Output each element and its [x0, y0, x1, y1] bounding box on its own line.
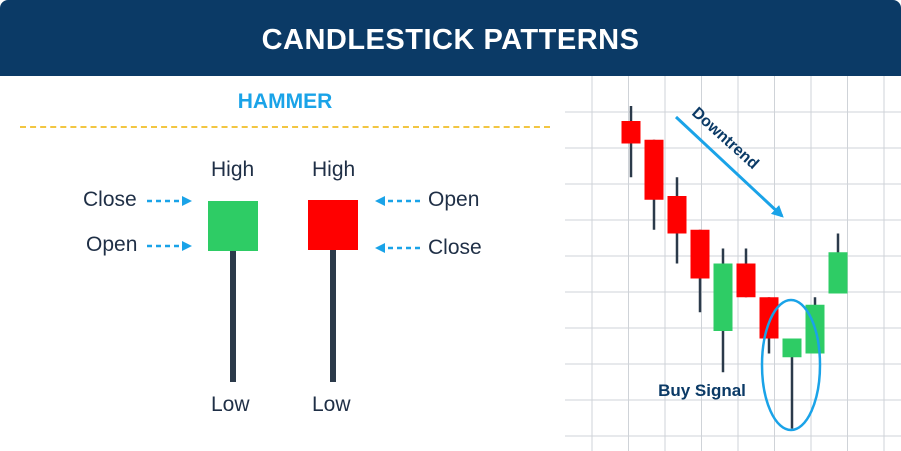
- bearish-low-label: Low: [312, 393, 351, 416]
- bullish-open-label: Open: [86, 233, 138, 256]
- buy-signal-label: Buy Signal: [658, 381, 746, 400]
- bullish-high-label: High: [211, 158, 255, 181]
- page-title: CANDLESTICK PATTERNS: [261, 24, 640, 56]
- bearish-high-label: High: [312, 158, 356, 181]
- header-banner: [0, 0, 901, 76]
- dashed-divider: [20, 126, 550, 128]
- bearish-hammer-body: [308, 200, 358, 250]
- bullish-candle: [782, 338, 802, 358]
- bullish-low-label: Low: [211, 393, 250, 416]
- bullish-close-label: Close: [83, 188, 137, 211]
- bearish-candle: [759, 297, 779, 339]
- pattern-title: HAMMER: [237, 90, 333, 113]
- bullish-hammer-body: [208, 201, 258, 251]
- bearish-candle: [690, 229, 710, 279]
- buy-signal-highlight: [760, 298, 822, 432]
- bearish-candle: [621, 121, 641, 144]
- bullish-candle: [828, 252, 848, 294]
- downtrend-arrow: [674, 115, 784, 218]
- bullish-candle: [713, 263, 733, 331]
- bearish-candle: [644, 139, 664, 200]
- bearish-close-label: Close: [428, 236, 482, 259]
- bearish-candle: [736, 263, 756, 298]
- bullish-hammer: [208, 201, 258, 382]
- bearish-candle: [667, 196, 687, 234]
- bearish-hammer: [308, 200, 358, 382]
- bearish-open-label: Open: [428, 188, 480, 211]
